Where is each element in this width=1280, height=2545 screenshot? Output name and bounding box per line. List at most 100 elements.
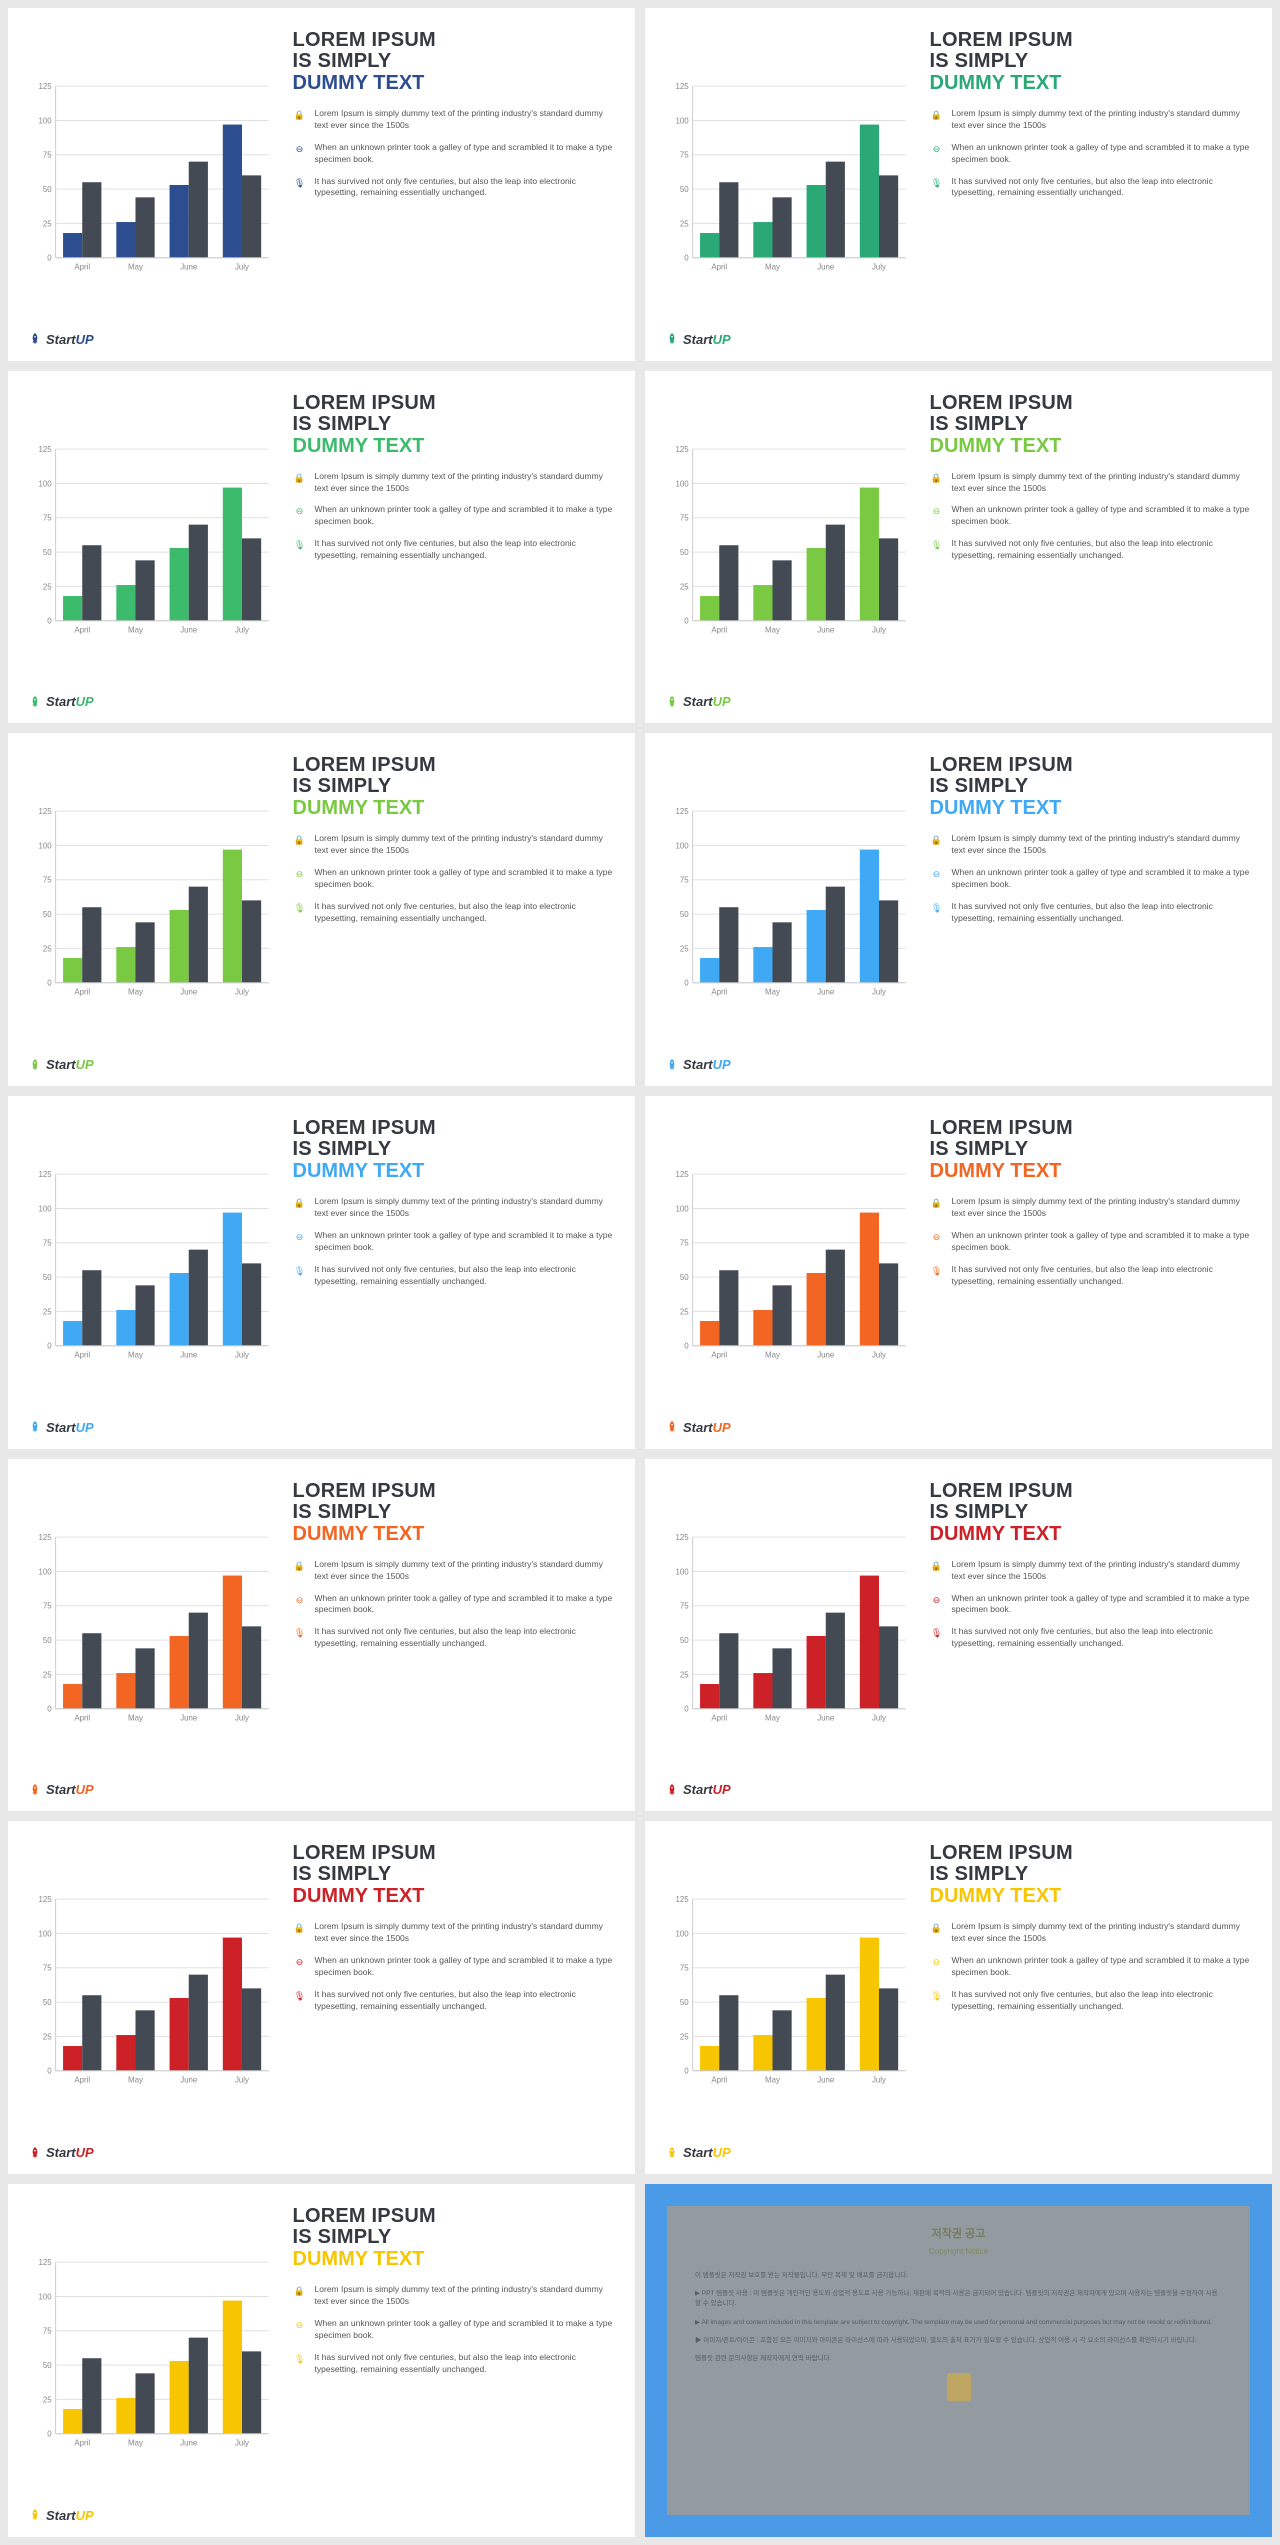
bullet-icon: 🔒 xyxy=(293,1559,307,1583)
bullet-list: 🔒 Lorem Ipsum is simply dummy text of th… xyxy=(930,471,1252,572)
bar-secondary xyxy=(719,182,738,257)
text-column: LOREM IPSUM IS SIMPLY DUMMY TEXT 🔒 Lorem… xyxy=(930,1477,1252,1779)
svg-text:April: April xyxy=(711,625,727,634)
bullet-icon: 🎙 xyxy=(930,1626,944,1650)
bar-primary xyxy=(223,2301,242,2434)
bullet-icon: 🎙 xyxy=(930,538,944,562)
bar-primary xyxy=(860,1213,879,1346)
svg-text:0: 0 xyxy=(47,979,52,988)
bullet-text: It has survived not only five centuries,… xyxy=(315,901,615,925)
bullet-list: 🔒 Lorem Ipsum is simply dummy text of th… xyxy=(293,1921,615,2022)
bullet-list: 🔒 Lorem Ipsum is simply dummy text of th… xyxy=(293,108,615,209)
bullet-icon: ⊖ xyxy=(293,2318,307,2342)
bullet-icon: ⊖ xyxy=(930,1593,944,1617)
bar-secondary xyxy=(719,1996,738,2071)
logo-part1: Start xyxy=(46,2508,76,2523)
svg-text:75: 75 xyxy=(43,151,52,160)
text-column: LOREM IPSUM IS SIMPLY DUMMY TEXT 🔒 Lorem… xyxy=(293,1114,615,1416)
svg-text:May: May xyxy=(765,988,780,997)
bullet-icon: 🔒 xyxy=(930,1196,944,1220)
logo: StartUP xyxy=(28,332,615,347)
bar-secondary xyxy=(772,560,791,620)
bar-primary xyxy=(116,2035,135,2071)
slide-9: 0255075100125AprilMayJuneJuly LOREM IPSU… xyxy=(645,1459,1272,1812)
bullet-icon: 🎙 xyxy=(293,538,307,562)
svg-text:125: 125 xyxy=(39,1896,53,1905)
svg-text:100: 100 xyxy=(676,479,690,488)
bullet-item: 🎙 It has survived not only five centurie… xyxy=(930,176,1252,200)
chart-column: 0255075100125AprilMayJuneJuly xyxy=(665,751,912,1053)
logo-part1: Start xyxy=(683,694,713,709)
svg-text:50: 50 xyxy=(43,1273,52,1282)
bar-secondary xyxy=(772,197,791,257)
bullet-item: ⊖ When an unknown printer took a galley … xyxy=(293,1230,615,1254)
rocket-icon xyxy=(665,1420,679,1434)
bullet-item: 🎙 It has survived not only five centurie… xyxy=(930,1626,1252,1650)
text-column: LOREM IPSUM IS SIMPLY DUMMY TEXT 🔒 Lorem… xyxy=(293,1839,615,2141)
bar-primary xyxy=(170,185,189,258)
bar-chart: 0255075100125AprilMayJuneJuly xyxy=(665,755,912,1053)
title-line-3: DUMMY TEXT xyxy=(293,435,615,457)
bullet-item: 🔒 Lorem Ipsum is simply dummy text of th… xyxy=(293,1196,615,1220)
logo-part2: UP xyxy=(76,1057,94,1072)
svg-text:July: July xyxy=(872,1713,886,1722)
bullet-item: 🎙 It has survived not only five centurie… xyxy=(930,1264,1252,1288)
bar-primary xyxy=(753,947,772,983)
bar-secondary xyxy=(772,1648,791,1708)
bullet-item: 🔒 Lorem Ipsum is simply dummy text of th… xyxy=(930,1559,1252,1583)
bullet-text: It has survived not only five centuries,… xyxy=(952,538,1252,562)
bar-chart: 0255075100125AprilMayJuneJuly xyxy=(28,755,275,1053)
svg-text:25: 25 xyxy=(680,1307,689,1316)
svg-text:May: May xyxy=(128,263,143,272)
bar-primary xyxy=(753,2035,772,2071)
bar-primary xyxy=(753,585,772,621)
svg-text:July: July xyxy=(872,625,886,634)
bullet-item: ⊖ When an unknown printer took a galley … xyxy=(930,504,1252,528)
chart-column: 0255075100125AprilMayJuneJuly xyxy=(28,1114,275,1416)
bullet-icon: 🔒 xyxy=(293,108,307,132)
title-line-2: IS SIMPLY xyxy=(930,51,1252,72)
svg-text:125: 125 xyxy=(676,807,690,816)
bar-secondary xyxy=(879,901,898,983)
bullet-icon: ⊖ xyxy=(293,142,307,166)
copyright-para: 템플릿 관련 문의사항은 제작자에게 연락 바랍니다. xyxy=(695,2354,1222,2364)
bar-secondary xyxy=(772,923,791,983)
logo-part2: UP xyxy=(76,332,94,347)
svg-text:125: 125 xyxy=(39,2258,53,2267)
svg-text:50: 50 xyxy=(680,1998,689,2007)
bar-primary xyxy=(170,2361,189,2434)
bullet-item: 🎙 It has survived not only five centurie… xyxy=(293,901,615,925)
bar-secondary xyxy=(82,2358,101,2433)
logo: StartUP xyxy=(28,1057,615,1072)
bullet-icon: 🔒 xyxy=(293,833,307,857)
svg-text:July: July xyxy=(235,988,249,997)
svg-text:75: 75 xyxy=(680,151,689,160)
bullet-list: 🔒 Lorem Ipsum is simply dummy text of th… xyxy=(930,108,1252,209)
bullet-icon: 🔒 xyxy=(293,1196,307,1220)
svg-text:June: June xyxy=(817,2076,835,2085)
svg-text:June: June xyxy=(817,988,835,997)
bullet-icon: 🎙 xyxy=(930,1989,944,2013)
bar-primary xyxy=(223,1575,242,1708)
bullet-list: 🔒 Lorem Ipsum is simply dummy text of th… xyxy=(293,1196,615,1297)
bar-secondary xyxy=(135,2011,154,2071)
bar-secondary xyxy=(826,1612,845,1708)
bar-primary xyxy=(170,1273,189,1346)
bullet-text: When an unknown printer took a galley of… xyxy=(315,142,615,166)
logo-part2: UP xyxy=(76,694,94,709)
chart-column: 0255075100125AprilMayJuneJuly xyxy=(28,1477,275,1779)
bar-primary xyxy=(223,850,242,983)
title-line-3: DUMMY TEXT xyxy=(293,1160,615,1182)
svg-text:0: 0 xyxy=(47,254,52,263)
bullet-icon: 🎙 xyxy=(930,1264,944,1288)
bullet-item: 🔒 Lorem Ipsum is simply dummy text of th… xyxy=(293,1921,615,1945)
rocket-icon xyxy=(665,1058,679,1072)
svg-text:75: 75 xyxy=(680,1601,689,1610)
bar-primary xyxy=(116,1673,135,1709)
bullet-icon: 🔒 xyxy=(930,108,944,132)
text-column: LOREM IPSUM IS SIMPLY DUMMY TEXT 🔒 Lorem… xyxy=(930,26,1252,328)
bullet-icon: 🎙 xyxy=(293,2352,307,2376)
slide-7: 0255075100125AprilMayJuneJuly LOREM IPSU… xyxy=(645,1096,1272,1449)
bullet-item: 🎙 It has survived not only five centurie… xyxy=(293,1989,615,2013)
title-line-1: LOREM IPSUM xyxy=(930,1481,1252,1502)
